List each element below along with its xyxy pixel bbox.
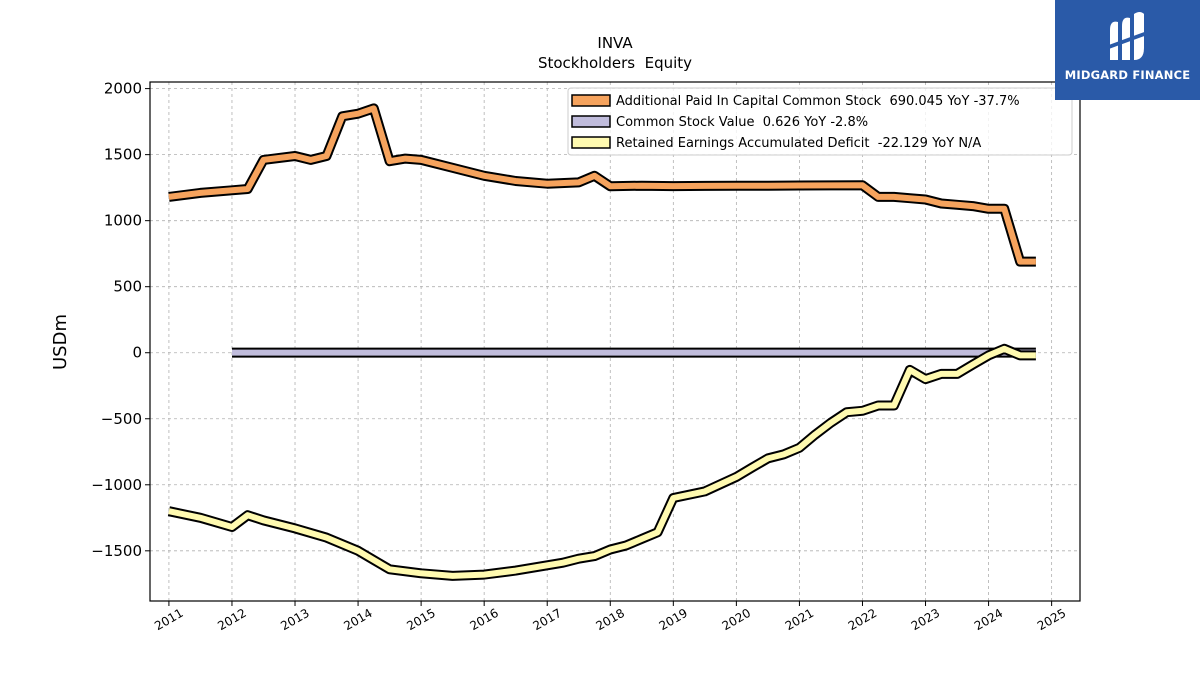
logo-text: MIDGARD FINANCE [1064,68,1191,82]
chart-subtitle: Stockholders Equity [538,54,692,72]
y-tick-label: 500 [113,278,142,296]
y-tick-label: −500 [101,410,142,428]
legend-box [567,87,1073,156]
x-tick-label: 2018 [594,606,627,633]
x-tick-label: 2020 [720,606,753,633]
y-tick-label: 1000 [104,212,142,230]
x-tick-label: 2019 [657,606,690,633]
legend-label: Additional Paid In Capital Common Stock … [616,94,1020,109]
legend-swatch [571,94,611,107]
y-tick-label: −1000 [91,476,142,494]
x-tick-label: 2014 [341,606,374,633]
x-tick-label: 2013 [278,606,311,633]
x-tick-label: 2025 [1035,606,1068,633]
y-tick-label: −1500 [91,542,142,560]
x-tick-label: 2017 [530,606,563,633]
series-layer [167,103,1036,581]
legend: Additional Paid In Capital Common Stock … [567,87,1073,156]
y-axis-label: USDm [50,314,71,370]
x-tick-label: 2021 [783,606,816,633]
plot-frame [149,81,1081,602]
y-tick-label: 1500 [104,146,142,164]
x-tick-label: 2012 [215,606,248,633]
midgard-finance-logo: MIDGARD FINANCE [1055,0,1200,100]
x-tick-label: 2016 [467,606,500,633]
y-tick-label: 2000 [104,80,142,98]
x-tick-label: 2022 [846,606,879,633]
x-tick-label: 2011 [152,606,185,633]
series-3-line [168,345,1036,579]
chart-title: INVA [597,34,633,52]
x-tick-label: 2024 [972,606,1005,633]
x-axis: 2011 2012 2013 2014 2015 2016 2017 2018 2019 2020… [152,601,1068,633]
midgard-finance-logo-icon [1106,12,1150,60]
x-tick-label: 2015 [404,606,437,633]
legend-label: Common Stock Value 0.626 YoY -2.8% [616,115,868,130]
legend-swatch [571,136,611,149]
legend-swatch [571,115,611,128]
y-axis: 2000 1500 1000 500 0 −500 −1000 −1500 [91,80,150,560]
series-1-line [168,105,1036,265]
x-tick-label: 2023 [909,606,942,633]
y-tick-label: 0 [132,344,142,362]
legend-label: Retained Earnings Accumulated Deficit -2… [616,136,981,151]
